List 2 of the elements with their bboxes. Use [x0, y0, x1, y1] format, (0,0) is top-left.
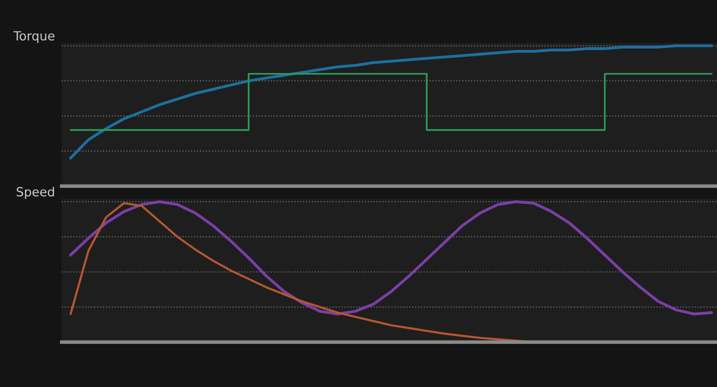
y-axis-title: Speed: [16, 186, 54, 199]
y-axis-title: Torque: [13, 31, 54, 43]
